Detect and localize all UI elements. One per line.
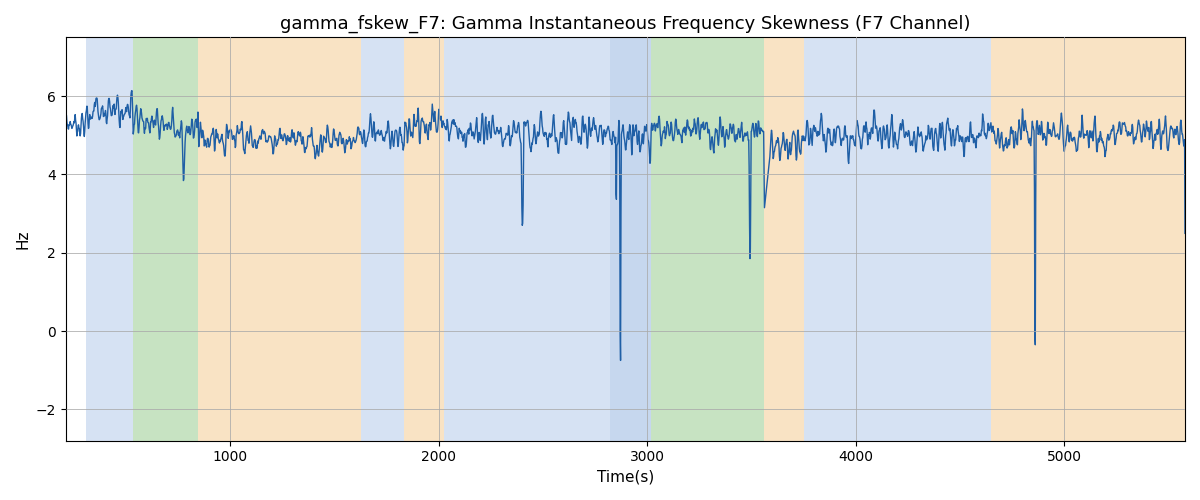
Bar — [444, 38, 610, 440]
Bar — [764, 38, 804, 440]
Bar — [804, 38, 991, 440]
Bar — [991, 38, 1184, 440]
Bar — [86, 38, 133, 440]
Bar — [198, 38, 361, 440]
Bar — [404, 38, 444, 440]
Bar — [361, 38, 404, 440]
X-axis label: Time(s): Time(s) — [596, 470, 654, 485]
Bar — [133, 38, 198, 440]
Y-axis label: Hz: Hz — [16, 230, 30, 249]
Title: gamma_fskew_F7: Gamma Instantaneous Frequency Skewness (F7 Channel): gamma_fskew_F7: Gamma Instantaneous Freq… — [280, 15, 971, 34]
Bar — [610, 38, 652, 440]
Bar — [652, 38, 764, 440]
